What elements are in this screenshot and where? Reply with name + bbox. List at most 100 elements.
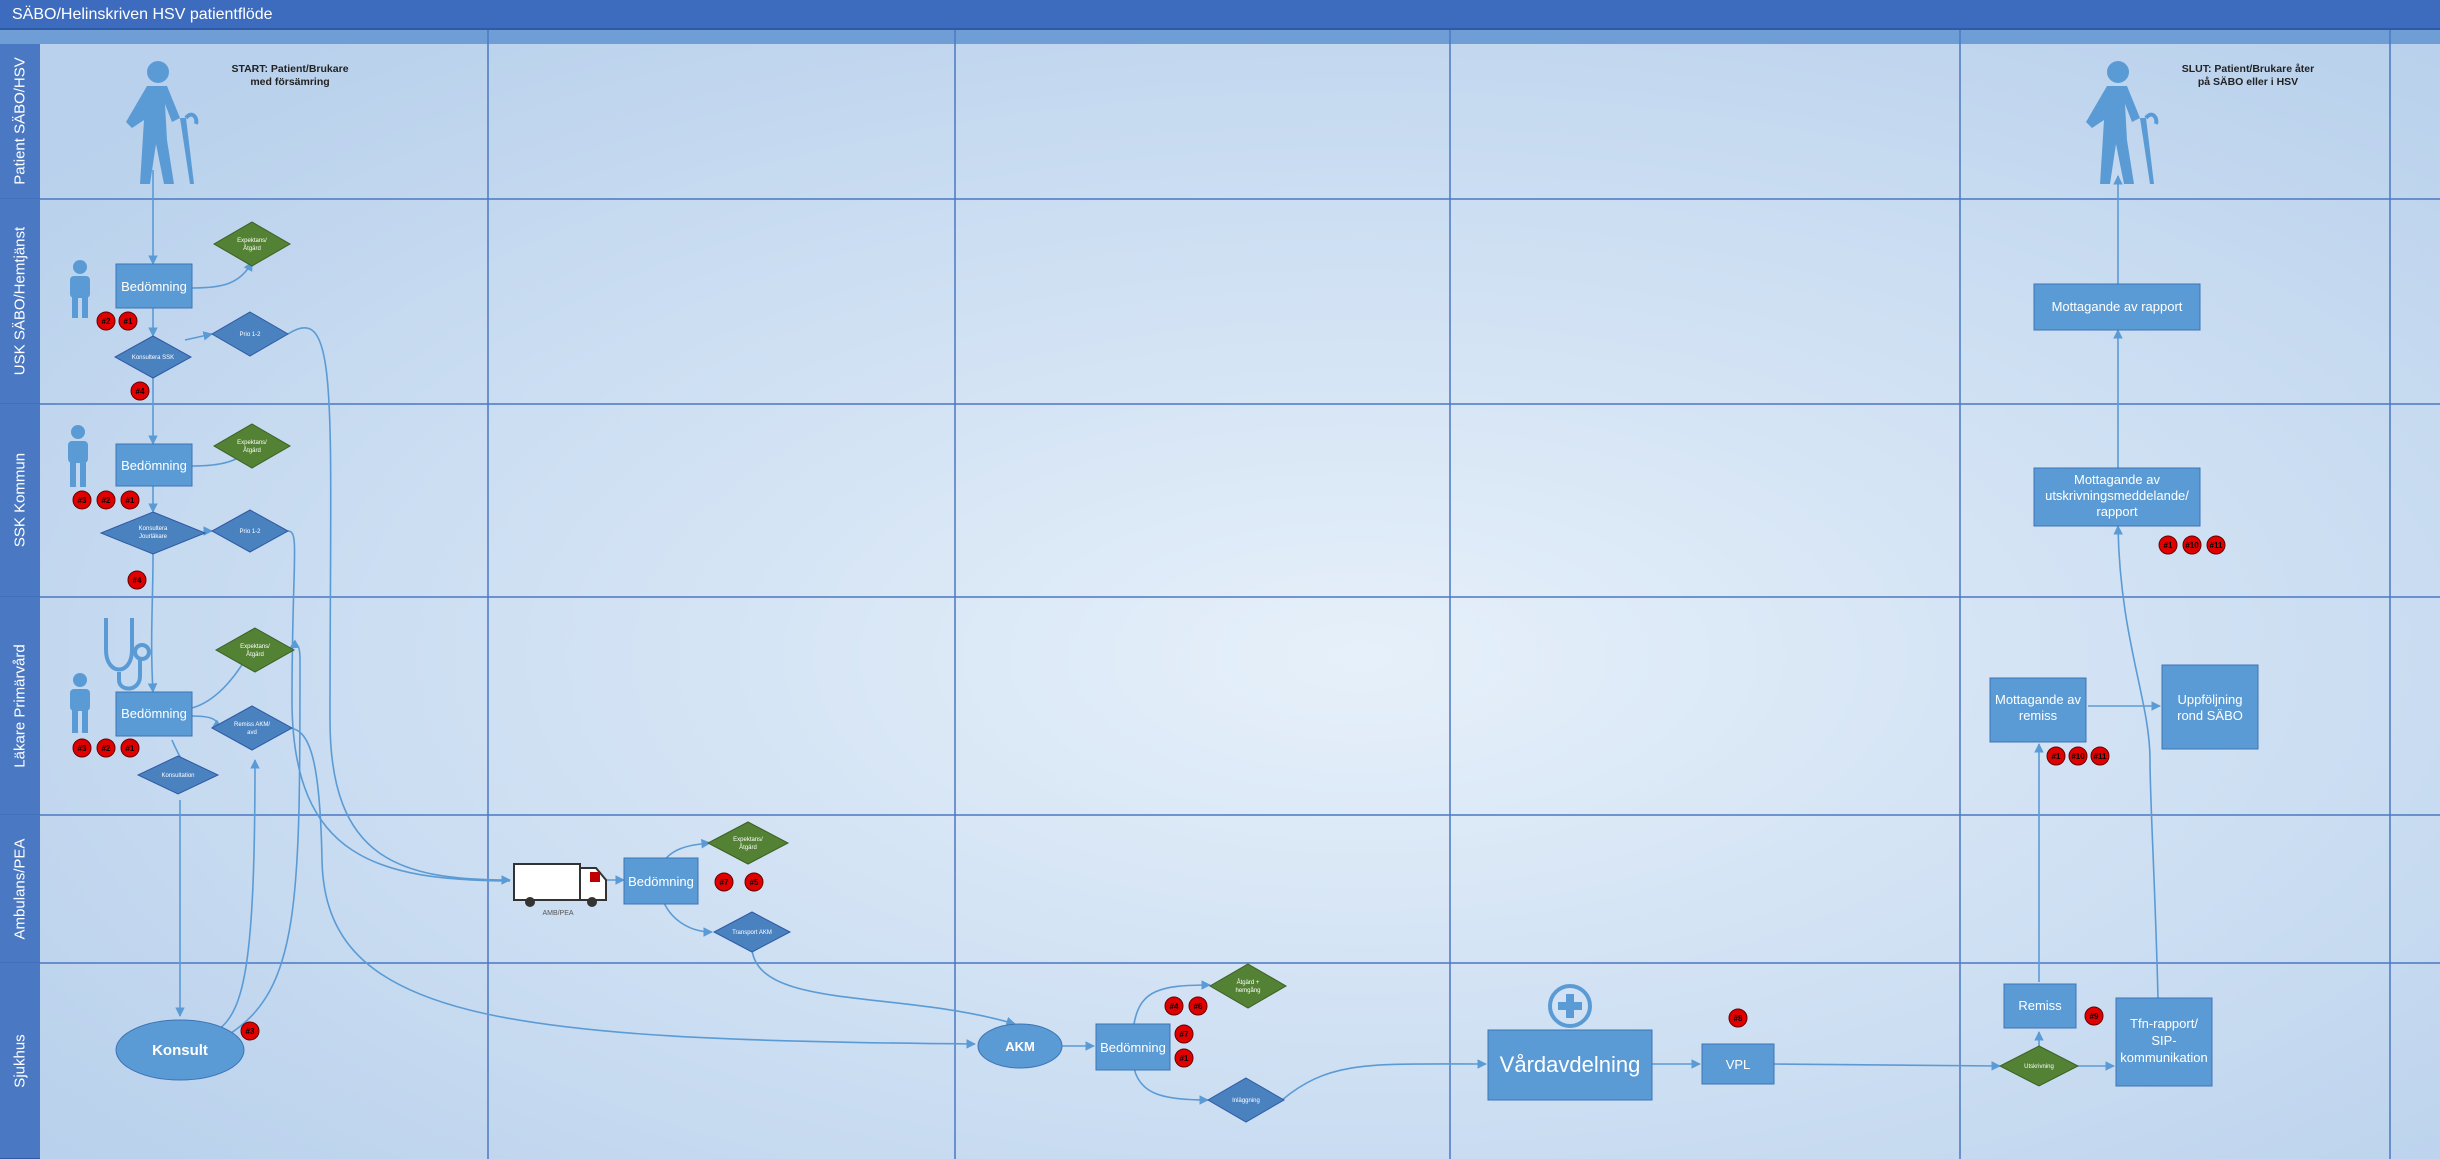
lane-lines: [0, 198, 2440, 964]
badge: #1: [2046, 746, 2066, 766]
badge: #4: [1164, 996, 1184, 1016]
process-label-line3: rapport: [2096, 504, 2138, 519]
svg-text:#8: #8: [1734, 1014, 1743, 1023]
process-label: Bedömning: [121, 458, 187, 473]
badge: #1: [1174, 1048, 1194, 1068]
process-label: VPL: [1726, 1057, 1751, 1072]
badge: #3: [240, 1021, 260, 1041]
svg-text:#5: #5: [750, 878, 759, 887]
svg-text:#10: #10: [2071, 752, 2085, 761]
svg-text:#7: #7: [720, 878, 729, 887]
decision-expektans-ssk: Expektans/ Åtgärd: [213, 423, 291, 469]
process-bedomning-ambulans: Bedömning: [623, 857, 699, 905]
decision-label: Transport AKM: [732, 930, 772, 936]
process-label: Bedömning: [121, 279, 187, 294]
decision-label-line1: Remiss AKM/: [234, 722, 270, 728]
process-label-line2: rond SÄBO: [2177, 708, 2243, 723]
end-label-line1: SLUT: Patient/Brukare åter: [2182, 63, 2314, 75]
process-label: Bedömning: [628, 874, 694, 889]
process-remiss: Remiss: [2003, 983, 2077, 1029]
stethoscope-icon: [104, 618, 151, 691]
person-icon-ssk: [68, 425, 88, 487]
badge: #5: [744, 872, 764, 892]
process-bedomning-usk: Bedömning: [115, 263, 193, 309]
svg-text:#11: #11: [2210, 541, 2223, 550]
decision-konsultation: Konsultation: [136, 755, 220, 795]
decision-atgard-hemgang: Åtgärd + hemgång: [1209, 963, 1287, 1009]
svg-text:#4: #4: [136, 387, 145, 396]
decision-label: Konsultation: [161, 773, 194, 779]
svg-text:#1: #1: [126, 496, 135, 505]
decision-expektans-lakare: Expektans/ Åtgärd: [214, 627, 296, 673]
process-bedomning-akm: Bedömning: [1095, 1023, 1171, 1071]
column-header-bar: [0, 30, 2440, 44]
decision-label-line2: Jourläkare: [139, 534, 168, 540]
svg-text:#2: #2: [102, 317, 111, 326]
process-mottagande-rapport: Mottagande av rapport: [2033, 283, 2201, 331]
badge: #1: [2158, 535, 2178, 555]
svg-text:#11: #11: [2094, 752, 2107, 761]
person-icon-lakare: [70, 673, 90, 733]
badge: #6: [1188, 996, 1208, 1016]
process-mottagande-remiss: Mottagande av remiss: [1989, 677, 2087, 743]
diagram-title: SÄBO/Helinskriven HSV patientflöde: [0, 0, 2440, 30]
svg-text:#1: #1: [126, 744, 135, 753]
decision-label-line1: Expektans/: [240, 644, 270, 650]
badges: #2 #1 #4 #3 #2 #1 #4 #3 #2 #1 #7 #5 #3 #…: [72, 311, 2226, 1068]
decision-label-line1: Expektans/: [733, 837, 763, 843]
process-label-line1: Mottagande av: [2074, 472, 2161, 487]
svg-text:#3: #3: [78, 744, 87, 753]
process-label: Konsult: [152, 1042, 208, 1059]
ambulance-icon: AMB/PEA: [513, 863, 607, 917]
process-bedomning-lakare: Bedömning: [115, 691, 193, 737]
badge: #10: [2068, 746, 2088, 766]
svg-text:#3: #3: [78, 496, 87, 505]
process-konsult: Konsult: [115, 1019, 245, 1081]
lane-header-lakare: Läkare Primärvård: [0, 597, 40, 815]
decision-label-line1: Expektans/: [237, 440, 267, 446]
badge: #2: [96, 311, 116, 331]
badge: #7: [714, 872, 734, 892]
elderly-person-icon: [126, 61, 199, 184]
badge: #7: [1174, 1024, 1194, 1044]
process-label: Bedömning: [121, 706, 187, 721]
svg-text:#2: #2: [102, 744, 111, 753]
process-label: Mottagande av rapport: [2052, 299, 2183, 314]
decision-label-line2: Åtgärd: [739, 844, 757, 851]
badge: #3: [72, 738, 92, 758]
elderly-person-icon-end: [2086, 61, 2159, 184]
svg-text:#3: #3: [246, 1027, 255, 1036]
end-label-line2: på SÄBO eller i HSV: [2198, 75, 2298, 88]
decision-label-line1: Åtgärd +: [1237, 979, 1260, 986]
svg-text:#4: #4: [133, 576, 142, 585]
decision-label: Prio 1-2: [239, 332, 261, 338]
process-uppfoljning-rond: Uppföljning rond SÄBO: [2161, 664, 2259, 750]
column-lines: [487, 30, 2391, 1159]
decision-label-line1: Konsultera: [139, 526, 168, 532]
decision-expektans-ambulans: Expektans/ Åtgärd: [706, 821, 790, 865]
hospital-cross-icon: [1548, 984, 1592, 1028]
start-label-line1: START: Patient/Brukare: [231, 63, 348, 75]
process-akm: AKM: [977, 1023, 1063, 1069]
process-label-line3: kommunikation: [2120, 1050, 2207, 1065]
connectors: [147, 170, 2161, 1105]
lane-header-patient: Patient SÄBO/HSV: [0, 44, 40, 199]
svg-text:#4: #4: [1170, 1002, 1179, 1011]
badge: #1: [118, 311, 138, 331]
ambulance-caption: AMB/PEA: [542, 910, 573, 917]
badge: #3: [72, 490, 92, 510]
decision-konsultera-ssk: Konsultera SSK: [113, 335, 193, 379]
start-label-line2: med försämring: [250, 76, 329, 88]
process-label: AKM: [1005, 1039, 1035, 1054]
lane-header-usk: USK SÄBO/Hemtjänst: [0, 199, 40, 404]
lane-header-sjukhus: Sjukhus: [0, 963, 40, 1159]
decision-label-line2: Åtgärd: [243, 447, 261, 454]
badge: #11: [2090, 746, 2110, 766]
badge: #1: [120, 490, 140, 510]
decision-label: Inläggning: [1232, 1098, 1260, 1104]
process-label-line2: remiss: [2019, 708, 2058, 723]
svg-text:#1: #1: [2052, 752, 2061, 761]
process-label-line1: Mottagande av: [1995, 692, 2082, 707]
